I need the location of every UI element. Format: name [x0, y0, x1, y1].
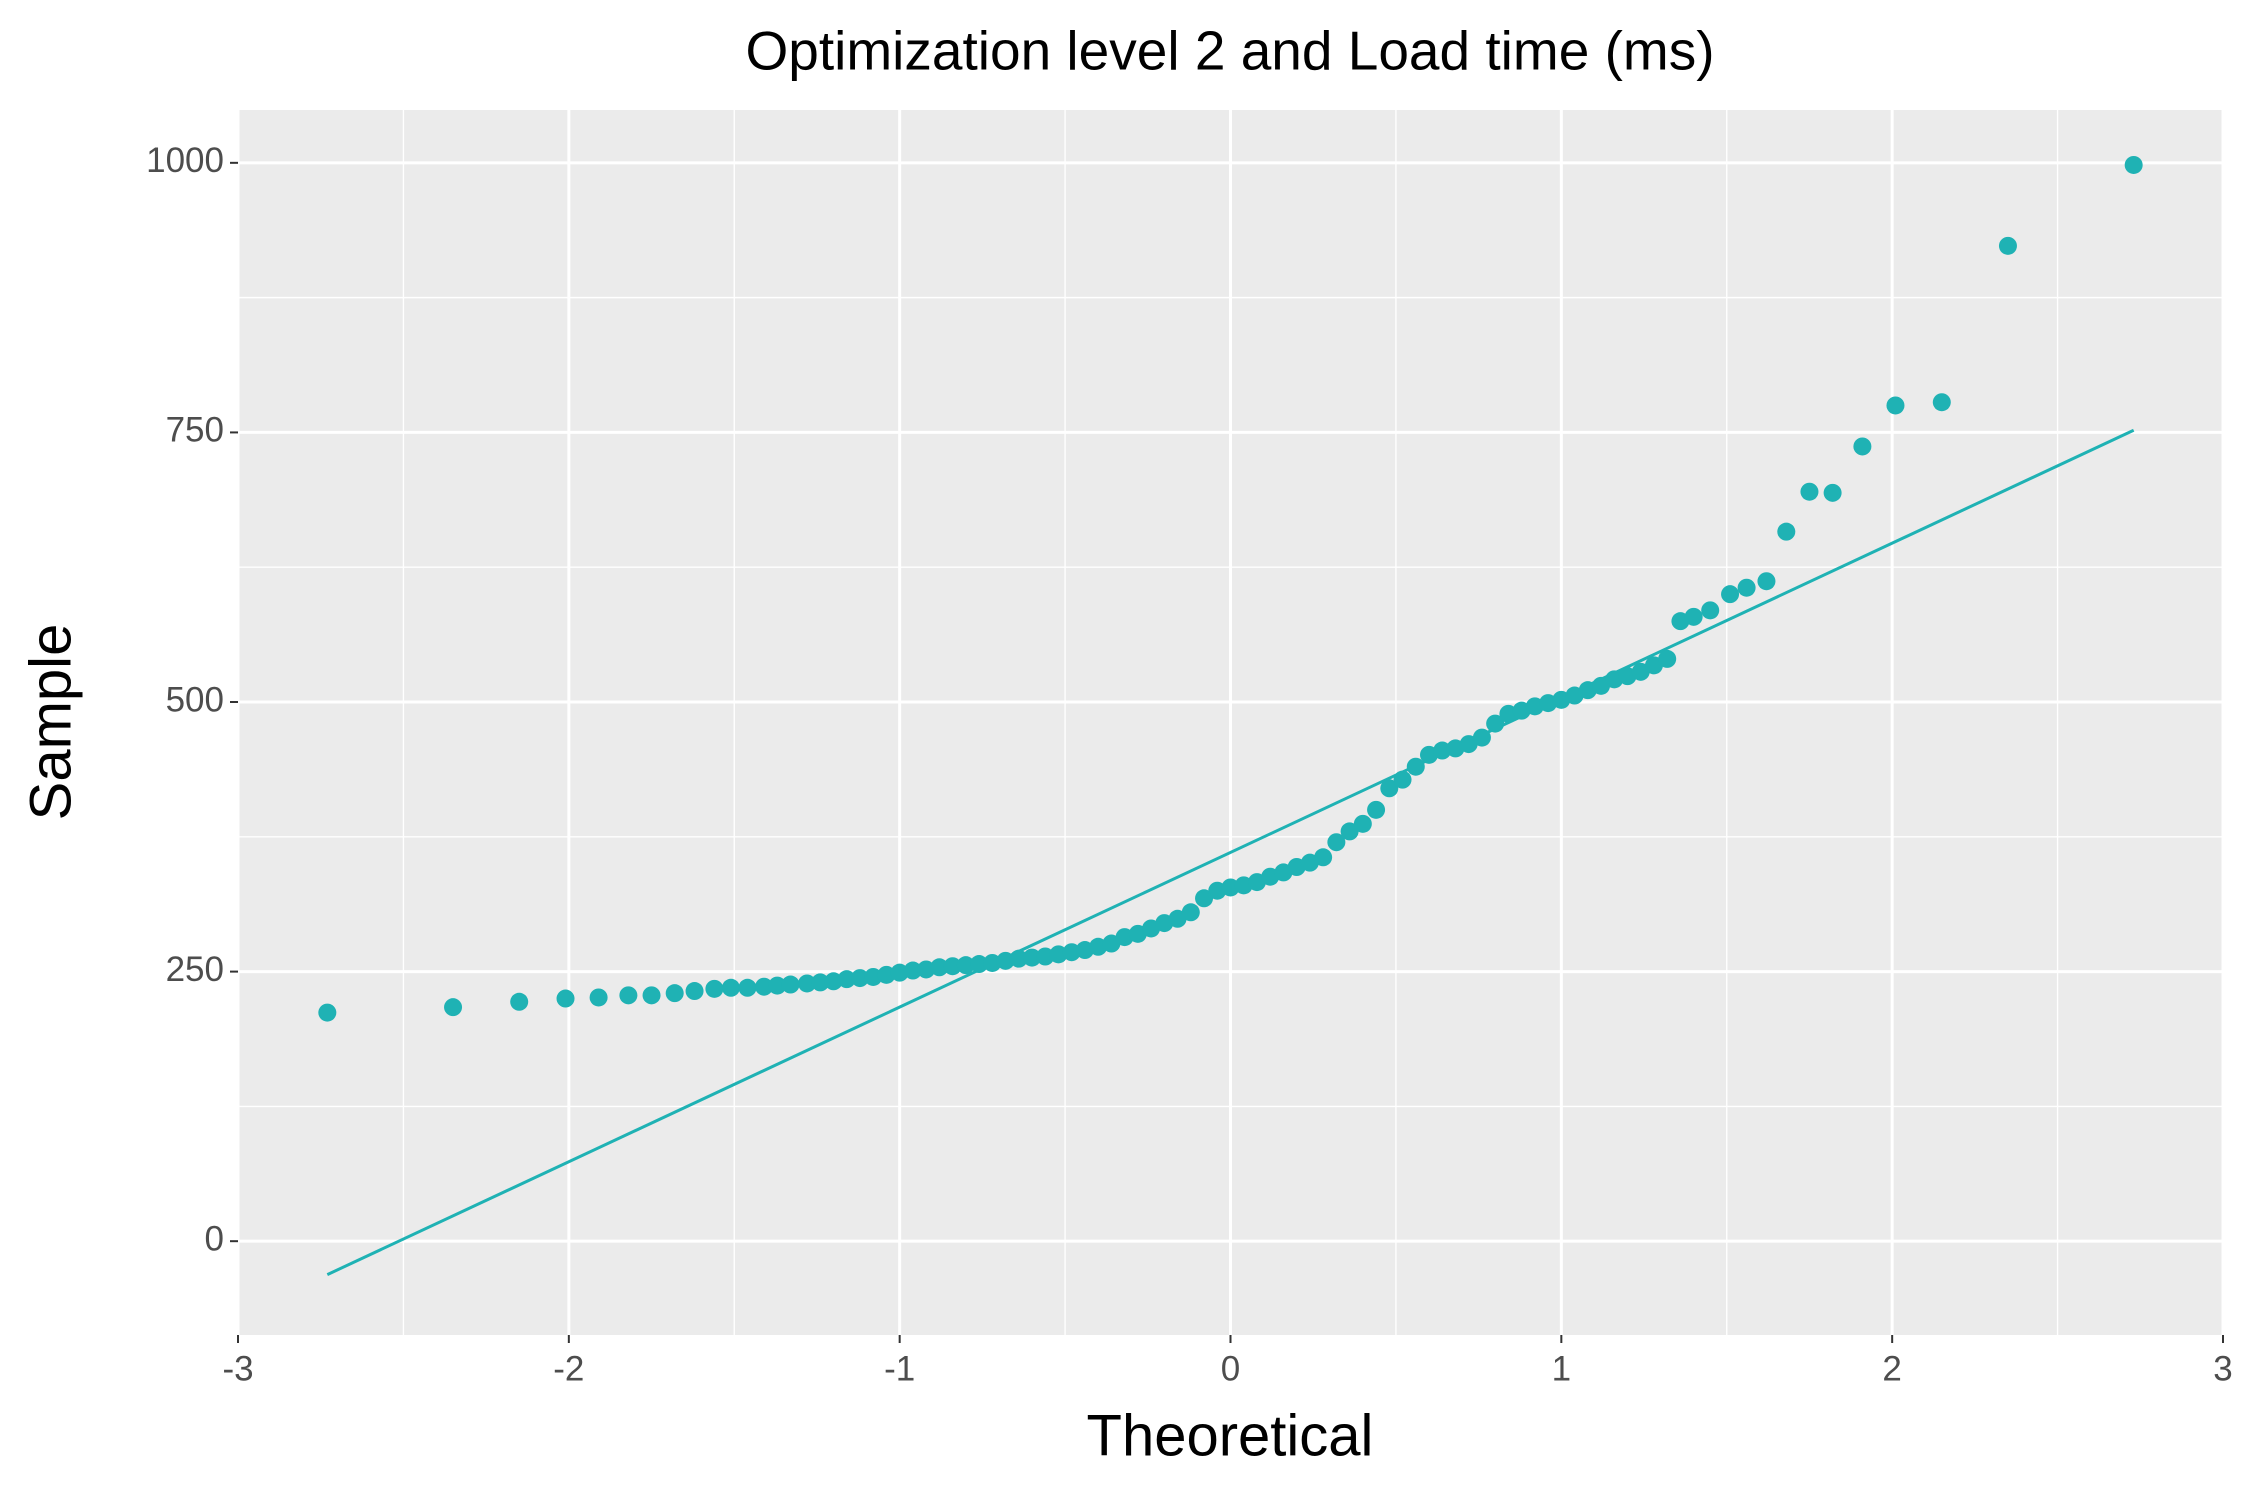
point	[996, 951, 1015, 970]
x-tick-label: 2	[1882, 1349, 1901, 1388]
point	[864, 967, 883, 986]
reference-line	[326, 428, 2135, 1276]
point	[1684, 607, 1703, 626]
point	[1701, 601, 1720, 620]
y-tick-label: 750	[166, 411, 224, 450]
point	[850, 969, 869, 988]
point	[1472, 728, 1491, 747]
point	[1221, 878, 1240, 897]
chart-title: Optimization level 2 and Load time (ms)	[745, 20, 1714, 82]
point	[1009, 949, 1028, 968]
point	[890, 963, 909, 982]
point	[930, 958, 949, 977]
point	[1800, 482, 1819, 501]
point	[943, 957, 962, 976]
point	[619, 986, 638, 1005]
point	[1340, 822, 1359, 841]
point	[755, 977, 774, 996]
y-axis-title: Sample	[18, 624, 83, 821]
point	[1314, 848, 1333, 867]
point	[983, 953, 1002, 972]
point	[589, 988, 608, 1007]
point	[318, 1003, 337, 1022]
point	[1181, 903, 1200, 922]
point	[1823, 483, 1842, 502]
x-tick-label: 1	[1552, 1349, 1571, 1388]
point	[781, 975, 800, 994]
point	[1393, 770, 1412, 789]
y-tick-label: 0	[205, 1219, 224, 1258]
x-tick-label: 3	[2213, 1349, 2232, 1388]
point	[1853, 437, 1872, 456]
point	[768, 976, 787, 995]
point	[705, 979, 724, 998]
point	[721, 978, 740, 997]
point	[970, 955, 989, 974]
point	[1757, 572, 1776, 591]
x-tick-label: -1	[884, 1349, 915, 1388]
point	[1932, 393, 1951, 412]
point	[1023, 948, 1041, 967]
point	[877, 965, 896, 984]
point	[1886, 396, 1905, 415]
point	[1353, 814, 1372, 833]
x-tick-label: -3	[222, 1349, 253, 1388]
point	[811, 973, 830, 992]
point	[917, 960, 936, 979]
point	[1721, 585, 1740, 604]
point	[837, 970, 856, 989]
point	[738, 978, 757, 997]
point	[556, 989, 575, 1008]
point	[685, 982, 704, 1001]
point	[1737, 578, 1756, 597]
point	[1406, 757, 1425, 776]
point	[1998, 236, 2017, 255]
point	[1777, 522, 1796, 541]
point	[1380, 779, 1399, 798]
point	[956, 956, 975, 975]
y-tick-label: 500	[166, 680, 224, 719]
y-tick-label: 250	[166, 950, 224, 989]
point	[1036, 947, 1055, 966]
point	[1433, 741, 1452, 760]
point	[444, 998, 463, 1017]
x-tick-label: -2	[553, 1349, 584, 1388]
point	[1062, 943, 1081, 962]
point	[642, 986, 661, 1005]
point	[824, 972, 843, 991]
point	[1049, 945, 1068, 964]
x-tick-label: 0	[1221, 1349, 1240, 1388]
x-axis-title: Theoretical	[1087, 1403, 1374, 1468]
point	[903, 961, 922, 980]
point	[798, 974, 817, 993]
point	[665, 984, 684, 1003]
point	[1195, 889, 1214, 908]
point	[1486, 714, 1505, 733]
point	[2124, 155, 2143, 174]
point	[1367, 800, 1386, 819]
y-tick-label: 1000	[146, 141, 224, 180]
point	[1327, 833, 1346, 852]
point	[510, 992, 529, 1011]
point	[1658, 649, 1677, 668]
